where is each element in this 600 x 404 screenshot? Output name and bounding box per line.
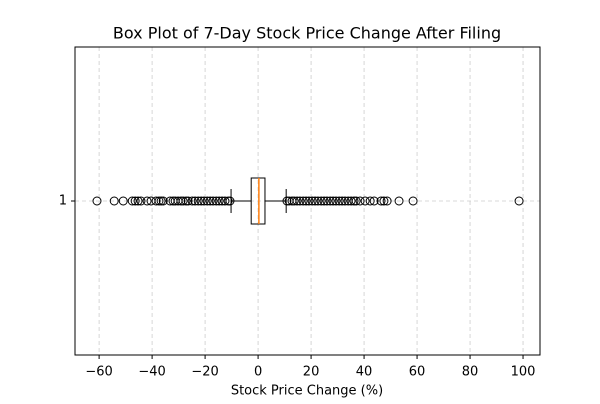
- outlier: [316, 196, 326, 206]
- outlier: [211, 196, 221, 206]
- x-tick-label: 60: [409, 365, 426, 380]
- outlier: [331, 196, 341, 206]
- outlier: [178, 196, 188, 206]
- outlier: [154, 196, 164, 206]
- y-tick-label: 1: [59, 194, 67, 209]
- outlier: [313, 196, 323, 206]
- outlier: [187, 196, 197, 206]
- x-tick-label: 0: [254, 365, 262, 380]
- box: [250, 177, 266, 225]
- x-tick-label: −40: [138, 365, 165, 380]
- outlier: [325, 196, 335, 206]
- outlier: [307, 196, 317, 206]
- outlier: [334, 196, 344, 206]
- outlier: [304, 196, 314, 206]
- x-tick-label: 80: [462, 365, 479, 380]
- outlier: [214, 196, 224, 206]
- outlier: [202, 196, 212, 206]
- outlier: [127, 196, 137, 206]
- outlier: [301, 196, 311, 206]
- outlier: [208, 196, 218, 206]
- outlier: [133, 196, 143, 206]
- outlier: [351, 196, 361, 206]
- chart-title: Box Plot of 7-Day Stock Price Change Aft…: [113, 24, 501, 43]
- outlier: [118, 196, 128, 206]
- outlier: [382, 196, 392, 206]
- outlier: [295, 196, 305, 206]
- outlier: [514, 196, 524, 206]
- outlier: [340, 196, 350, 206]
- outlier: [199, 196, 209, 206]
- outlier: [328, 196, 338, 206]
- outlier: [349, 196, 359, 206]
- plot-frame: [74, 46, 541, 356]
- x-tick-label: −20: [191, 365, 218, 380]
- outlier: [142, 196, 152, 206]
- outlier: [337, 196, 347, 206]
- outlier: [360, 196, 370, 206]
- outlier: [183, 196, 193, 206]
- outlier: [92, 196, 102, 206]
- outlier: [355, 196, 365, 206]
- x-tick-label: 20: [303, 365, 320, 380]
- outlier: [298, 196, 308, 206]
- outlier: [151, 196, 161, 206]
- outlier: [322, 196, 332, 206]
- x-tick-label: −60: [85, 365, 112, 380]
- outlier: [292, 196, 302, 206]
- outlier: [158, 196, 168, 206]
- outlier: [319, 196, 329, 206]
- outlier: [109, 196, 119, 206]
- x-tick-label: 40: [356, 365, 373, 380]
- outlier: [225, 196, 235, 206]
- outlier: [220, 196, 230, 206]
- outlier: [190, 196, 200, 206]
- outlier: [193, 196, 203, 206]
- outlier: [181, 196, 191, 206]
- outlier: [282, 196, 292, 206]
- outlier: [408, 196, 418, 206]
- outlier: [196, 196, 206, 206]
- outlier: [310, 196, 320, 206]
- outlier: [130, 196, 140, 206]
- outlier: [136, 196, 146, 206]
- outlier: [156, 196, 166, 206]
- x-tick-label: 100: [511, 365, 536, 380]
- outlier: [346, 196, 356, 206]
- outlier: [394, 196, 404, 206]
- outlier: [205, 196, 215, 206]
- outlier: [376, 196, 386, 206]
- outlier: [379, 196, 389, 206]
- x-axis-label: Stock Price Change (%): [231, 384, 383, 399]
- outlier: [176, 196, 186, 206]
- outlier: [365, 196, 375, 206]
- outlier: [289, 196, 299, 206]
- outlier: [369, 196, 379, 206]
